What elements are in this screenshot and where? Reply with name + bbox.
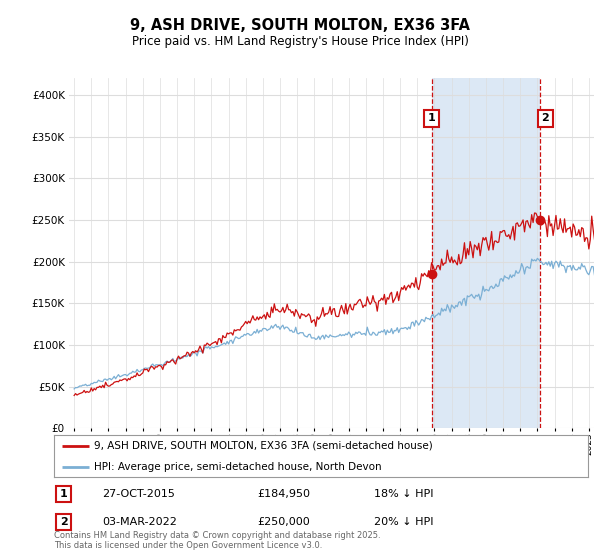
Bar <box>431 78 540 428</box>
Text: 18% ↓ HPI: 18% ↓ HPI <box>374 489 434 499</box>
Text: 1: 1 <box>428 113 436 123</box>
Text: 2: 2 <box>60 517 67 527</box>
Text: 2: 2 <box>542 113 550 123</box>
Text: 9, ASH DRIVE, SOUTH MOLTON, EX36 3FA (semi-detached house): 9, ASH DRIVE, SOUTH MOLTON, EX36 3FA (se… <box>94 441 433 451</box>
Text: 03-MAR-2022: 03-MAR-2022 <box>102 517 177 527</box>
Text: 20% ↓ HPI: 20% ↓ HPI <box>374 517 434 527</box>
Text: 1: 1 <box>60 489 67 499</box>
Text: Price paid vs. HM Land Registry's House Price Index (HPI): Price paid vs. HM Land Registry's House … <box>131 35 469 49</box>
Text: 27-OCT-2015: 27-OCT-2015 <box>102 489 175 499</box>
Text: £184,950: £184,950 <box>257 489 310 499</box>
Text: HPI: Average price, semi-detached house, North Devon: HPI: Average price, semi-detached house,… <box>94 461 382 472</box>
Text: Contains HM Land Registry data © Crown copyright and database right 2025.
This d: Contains HM Land Registry data © Crown c… <box>54 530 380 550</box>
Text: £250,000: £250,000 <box>257 517 310 527</box>
Text: 9, ASH DRIVE, SOUTH MOLTON, EX36 3FA: 9, ASH DRIVE, SOUTH MOLTON, EX36 3FA <box>130 18 470 32</box>
